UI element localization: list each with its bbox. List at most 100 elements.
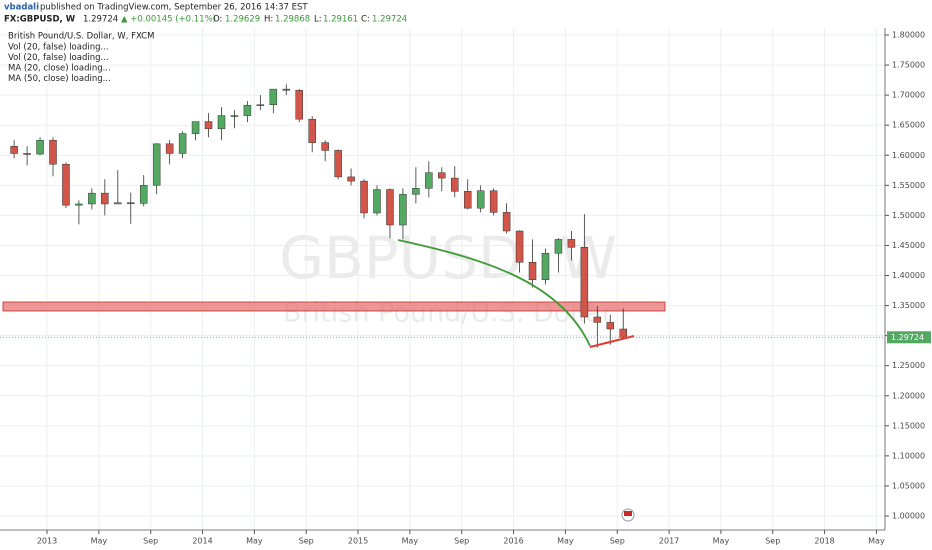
x-tick-label: Sep bbox=[610, 537, 625, 546]
candle-body bbox=[75, 203, 83, 206]
x-tick-label: 2015 bbox=[348, 537, 368, 546]
candle-body bbox=[165, 143, 174, 154]
candle-body bbox=[347, 176, 355, 182]
indicator-label: Vol (20, false) loading... bbox=[8, 53, 109, 63]
resistance-zone bbox=[2, 301, 666, 312]
candle-body bbox=[360, 180, 368, 214]
close-label: C: bbox=[361, 15, 370, 25]
candle-body bbox=[386, 189, 394, 226]
low-label: L: bbox=[314, 15, 322, 25]
candle-body bbox=[204, 121, 213, 130]
x-tick-label: May bbox=[246, 537, 263, 546]
candle-body bbox=[463, 191, 472, 209]
candle-body bbox=[10, 145, 18, 154]
y-tick-label: 1.20000 bbox=[892, 391, 925, 400]
candle-body bbox=[114, 202, 122, 205]
candle-body bbox=[139, 185, 148, 204]
x-tick-label: Sep bbox=[765, 537, 780, 546]
candle-body bbox=[451, 177, 459, 192]
candle-body bbox=[49, 139, 57, 165]
candle-body bbox=[476, 190, 485, 209]
x-tick-label: May bbox=[713, 537, 730, 546]
x-tick-label: May bbox=[91, 537, 108, 546]
event-flag-icon bbox=[624, 511, 632, 516]
y-tick-label: 1.00000 bbox=[892, 512, 925, 521]
candle-body bbox=[256, 104, 265, 106]
x-tick-label: Sep bbox=[143, 537, 158, 546]
x-tick-label: May bbox=[868, 537, 885, 546]
candle-body bbox=[282, 88, 291, 91]
x-tick-label: May bbox=[557, 537, 574, 546]
x-tick-label: 2017 bbox=[659, 537, 679, 546]
x-tick-label: 2018 bbox=[814, 537, 834, 546]
open: 1.29629 bbox=[225, 15, 260, 25]
watermark: GBPUSD, W bbox=[279, 224, 617, 292]
candle-body bbox=[269, 88, 278, 105]
candle-body bbox=[593, 316, 602, 323]
y-tick-label: 1.45000 bbox=[892, 241, 925, 250]
candle-body bbox=[127, 202, 135, 204]
candle-body bbox=[230, 115, 239, 117]
candle-body bbox=[619, 328, 627, 338]
y-tick-label: 1.70000 bbox=[892, 91, 925, 100]
y-tick-label: 1.35000 bbox=[892, 301, 925, 310]
chart-title: British Pound/U.S. Dollar, W, FXCM bbox=[8, 32, 154, 42]
y-tick-label: 1.75000 bbox=[892, 61, 925, 70]
candle-body bbox=[23, 153, 31, 155]
indicator-label: Vol (20, false) loading... bbox=[8, 43, 109, 53]
candle-body bbox=[541, 253, 550, 280]
candle-body bbox=[528, 262, 537, 280]
candle-body bbox=[191, 121, 200, 134]
indicator-label: MA (50, close) loading... bbox=[8, 74, 111, 84]
y-tick-label: 1.10000 bbox=[892, 451, 925, 460]
candle-body bbox=[178, 133, 187, 154]
candle-body bbox=[489, 190, 498, 213]
symbol: FX:GBPUSD, W bbox=[4, 15, 76, 25]
y-tick-label: 1.15000 bbox=[892, 421, 925, 430]
candle-body bbox=[399, 194, 407, 226]
indicator-label: MA (20, close) loading... bbox=[8, 64, 111, 74]
curve-drawing bbox=[397, 239, 591, 347]
candle-body bbox=[243, 105, 252, 116]
candle-body bbox=[438, 172, 446, 179]
trend-line bbox=[589, 335, 635, 348]
last-price-label: 1.29724 bbox=[891, 333, 924, 342]
candle-body bbox=[152, 143, 161, 186]
change: ▲ +0.00145 (+0.11%) bbox=[121, 15, 216, 25]
close: 1.29724 bbox=[372, 15, 407, 25]
high-label: H: bbox=[264, 15, 273, 25]
candle-body bbox=[502, 212, 511, 232]
candle-body bbox=[373, 189, 381, 214]
x-tick-label: Sep bbox=[299, 537, 314, 546]
y-tick-label: 1.55000 bbox=[892, 181, 925, 190]
candle-body bbox=[606, 322, 615, 330]
candle-body bbox=[308, 118, 316, 143]
y-tick-label: 1.25000 bbox=[892, 361, 925, 370]
candle-body bbox=[62, 164, 70, 206]
candle-body bbox=[101, 192, 109, 205]
open-label: O: bbox=[213, 15, 222, 25]
x-tick-label: 2014 bbox=[192, 537, 212, 546]
candle-body bbox=[425, 172, 433, 189]
x-tick-label: 2013 bbox=[37, 537, 57, 546]
low: 1.29161 bbox=[323, 15, 358, 25]
candle-body bbox=[515, 230, 524, 263]
candle-body bbox=[554, 239, 563, 254]
y-tick-label: 1.05000 bbox=[892, 481, 925, 490]
candle-body bbox=[412, 188, 420, 195]
candle-body bbox=[295, 90, 303, 120]
candle-body bbox=[88, 192, 96, 205]
y-tick-label: 1.40000 bbox=[892, 271, 925, 280]
x-tick-label: May bbox=[402, 537, 419, 546]
y-tick-label: 1.65000 bbox=[892, 121, 925, 130]
x-tick-label: Sep bbox=[454, 537, 469, 546]
high: 1.29868 bbox=[275, 15, 310, 25]
y-tick-label: 1.80000 bbox=[892, 31, 925, 40]
x-tick-label: 2016 bbox=[503, 537, 523, 546]
candle-body bbox=[334, 150, 342, 178]
candle-body bbox=[580, 246, 589, 318]
last-price-box bbox=[887, 331, 931, 344]
last: 1.29724 bbox=[83, 15, 118, 25]
